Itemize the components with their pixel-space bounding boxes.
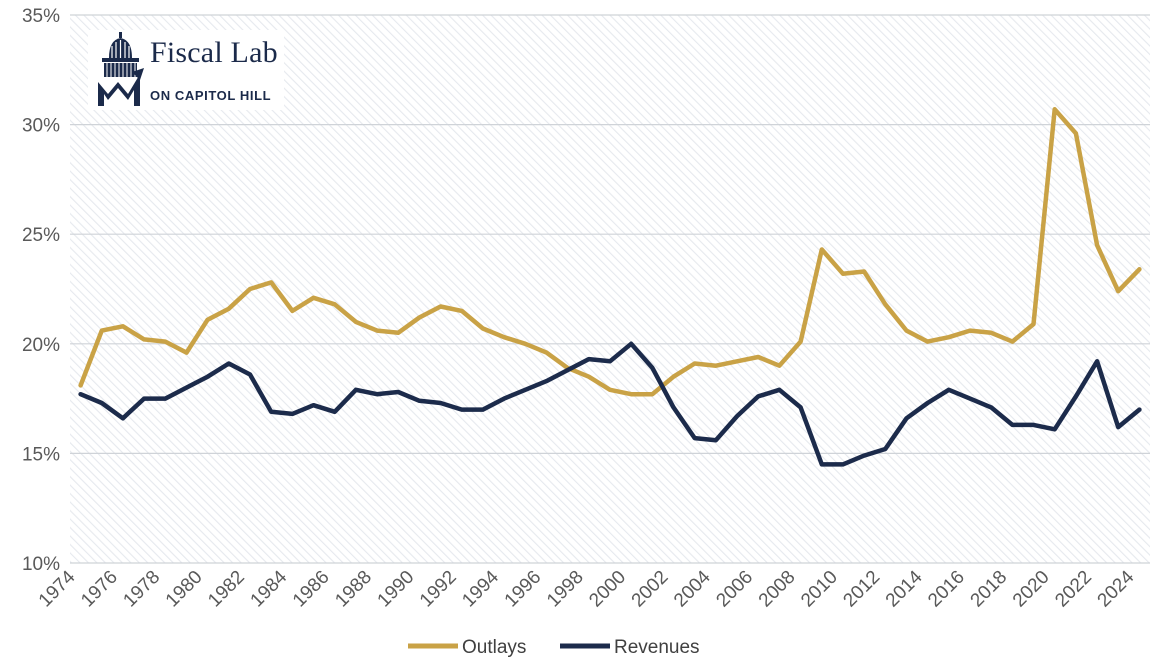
x-tick-label: 1990 — [374, 567, 419, 612]
x-tick-label: 1988 — [331, 567, 376, 612]
x-tick-label: 1998 — [543, 567, 588, 612]
y-tick-label: 25% — [22, 225, 60, 246]
legend: Outlays Revenues — [408, 637, 700, 658]
y-tick-label: 20% — [22, 335, 60, 356]
x-tick-label: 1984 — [247, 566, 292, 611]
y-tick-label: 35% — [22, 6, 60, 27]
x-tick-label: 1980 — [162, 567, 207, 612]
series-line-outlays — [78, 107, 1142, 397]
x-tick-label: 2018 — [967, 567, 1012, 612]
x-tick-label: 1996 — [501, 567, 546, 612]
x-tick-label: 2002 — [628, 567, 673, 612]
x-tick-label: 2012 — [839, 567, 884, 612]
x-tick-label: 2014 — [882, 566, 927, 611]
x-tick-label: 2020 — [1009, 567, 1054, 612]
x-tick-label: 1976 — [77, 567, 122, 612]
x-tick-label: 2004 — [670, 566, 715, 611]
y-tick-label: 30% — [22, 116, 60, 137]
x-tick-label: 1992 — [416, 567, 461, 612]
x-tick-label: 2022 — [1051, 567, 1096, 612]
x-tick-label: 1986 — [289, 567, 334, 612]
x-tick-label: 2010 — [797, 567, 842, 612]
logo-title: Fiscal Lab — [150, 36, 278, 69]
capitol-dome-icon — [98, 32, 144, 106]
x-tick-label: 1982 — [204, 567, 249, 612]
legend-label-revenues: Revenues — [614, 637, 700, 658]
fiscal-lab-logo: Fiscal Lab ON CAPITOL HILL — [88, 30, 284, 110]
y-axis: 10% 15% 20% 25% 30% 35% — [22, 6, 60, 575]
x-tick-label: 2024 — [1094, 566, 1139, 611]
y-tick-label: 10% — [22, 554, 60, 575]
x-tick-label: 2008 — [755, 567, 800, 612]
x-tick-label: 1978 — [119, 567, 164, 612]
logo-subtitle: ON CAPITOL HILL — [150, 88, 272, 103]
y-tick-label: 15% — [22, 444, 60, 465]
x-axis: 1974197619781980198219841986198819901992… — [35, 566, 1139, 611]
legend-label-outlays: Outlays — [462, 637, 526, 658]
x-tick-label: 1994 — [458, 566, 503, 611]
x-tick-label: 2000 — [585, 567, 630, 612]
series-lines — [78, 107, 1142, 467]
gridlines — [70, 14, 1150, 564]
x-tick-label: 2016 — [924, 567, 969, 612]
series-line-revenues — [78, 341, 1142, 467]
x-tick-label: 2006 — [712, 567, 757, 612]
